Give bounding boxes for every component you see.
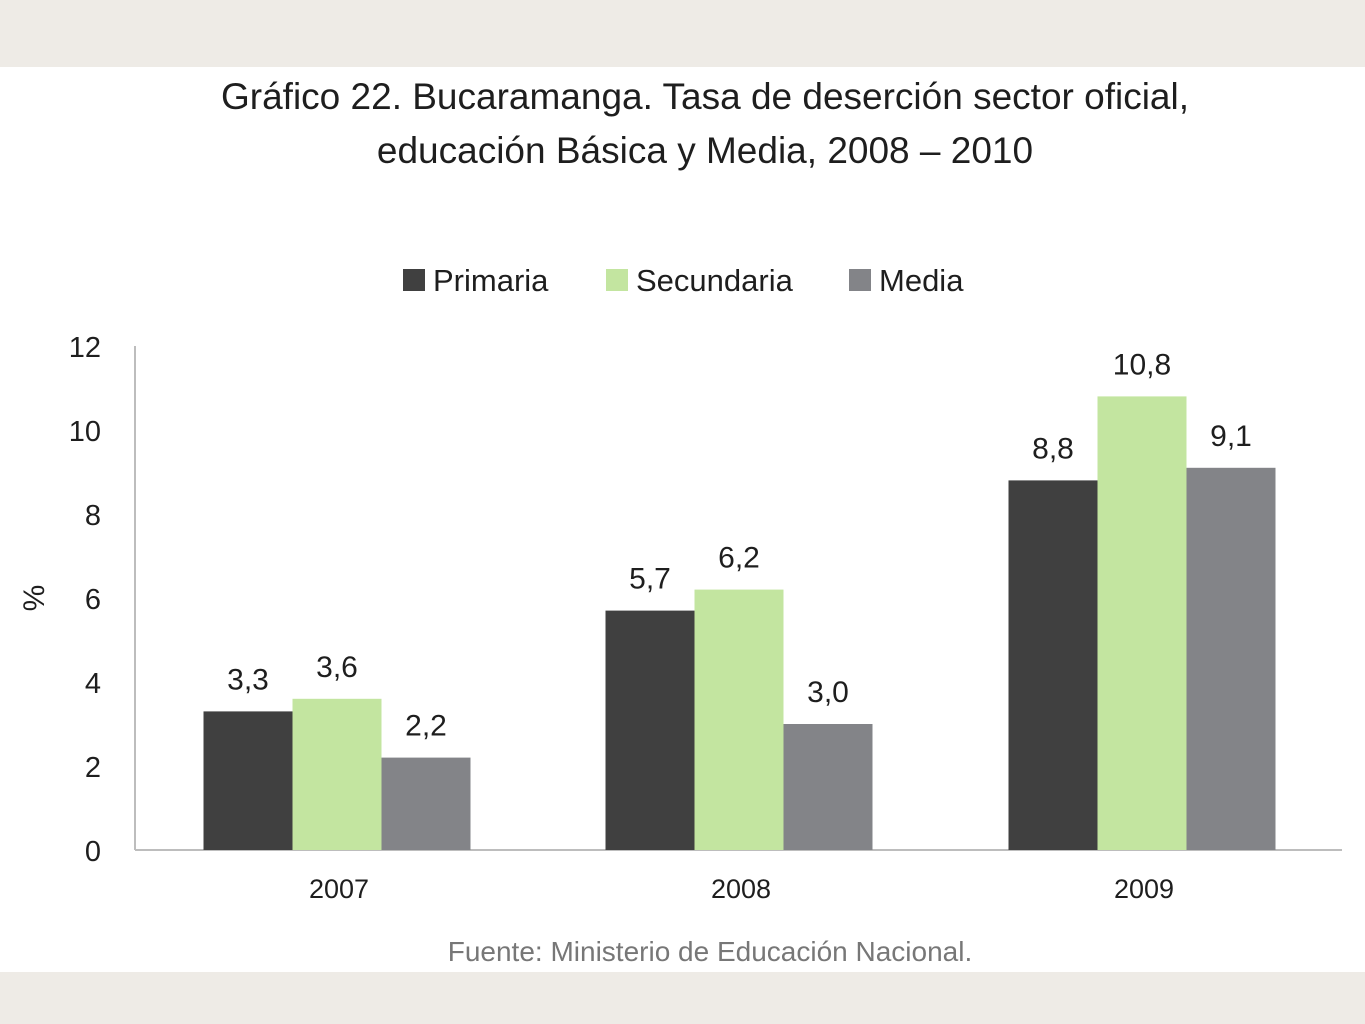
legend-label-media: Media (879, 263, 964, 298)
bar-media-2009 (1186, 467, 1276, 850)
legend-label-primaria: Primaria (433, 263, 549, 298)
data-labels: 3,3 3,6 2,2 5,7 6,2 3,0 8,8 10,8 9,1 (227, 348, 1252, 742)
data-label: 6,2 (718, 542, 760, 575)
data-label: 2,2 (405, 710, 447, 743)
legend-swatch-media (849, 269, 871, 291)
y-tick-label: 8 (85, 500, 101, 532)
bar-primaria-2007 (203, 711, 293, 850)
bar-secundaria-2009 (1097, 396, 1187, 850)
data-label: 3,0 (807, 676, 849, 709)
y-tick-label: 12 (69, 332, 101, 364)
x-tick-label: 2008 (711, 874, 771, 904)
legend: Primaria Secundaria Media (403, 263, 964, 298)
data-label: 5,7 (629, 563, 671, 596)
bar-media-2008 (783, 724, 873, 850)
legend-swatch-secundaria (606, 269, 628, 291)
y-axis: 0 2 4 6 8 10 12% (18, 332, 136, 868)
data-label: 3,6 (316, 651, 358, 684)
bars (203, 396, 1276, 850)
bar-media-2007 (381, 757, 471, 850)
data-label: 3,3 (227, 663, 269, 696)
bar-primaria-2009 (1008, 480, 1098, 850)
x-tick-label: 2009 (1114, 874, 1174, 904)
data-label: 8,8 (1032, 432, 1074, 465)
source-note: Fuente: Ministerio de Educación Nacional… (447, 936, 973, 967)
chart-title-line-2: educación Básica y Media, 2008 – 2010 (376, 130, 1034, 171)
chart-title-line-1: Gráfico 22. Bucaramanga. Tasa de deserci… (221, 76, 1189, 117)
chart-title: Gráfico 22. Bucaramanga. Tasa de deserci… (0, 70, 1365, 178)
y-tick-label: 4 (85, 668, 101, 700)
bar-secundaria-2008 (694, 589, 784, 850)
data-label: 9,1 (1210, 420, 1252, 453)
y-tick-label: 10 (69, 416, 101, 448)
y-tick-label: 6 (85, 584, 101, 616)
bar-secundaria-2007 (292, 698, 382, 850)
bar-primaria-2008 (605, 610, 695, 850)
legend-swatch-primaria (403, 269, 425, 291)
y-tick-label: 2 (85, 752, 101, 784)
legend-label-secundaria: Secundaria (636, 263, 794, 298)
x-axis: 2007 2008 2009 (135, 849, 1342, 904)
y-axis-title: % (18, 585, 51, 612)
x-tick-label: 2007 (309, 874, 369, 904)
data-label: 10,8 (1113, 348, 1171, 381)
y-tick-label: 0 (85, 836, 101, 868)
